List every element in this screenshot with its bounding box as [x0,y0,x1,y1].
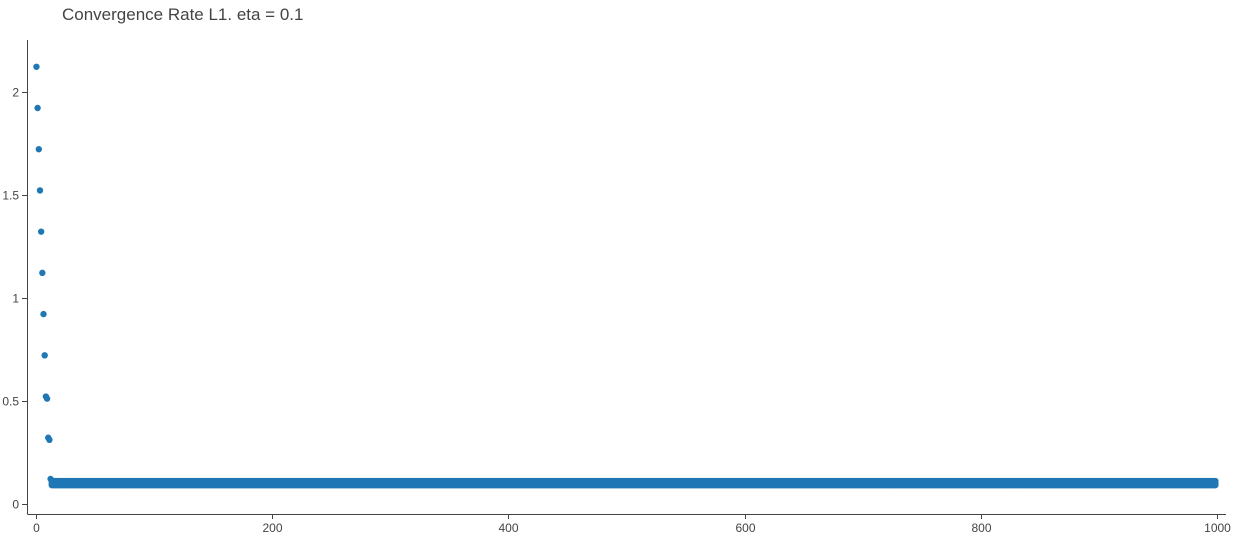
x-tick-label: 800 [971,521,991,535]
data-point [40,310,47,318]
data-point [35,146,42,153]
data-point [36,187,44,194]
y-tick-label: 2 [12,86,19,100]
y-tick-label: 0 [12,498,19,512]
y-tick-label: 0.5 [2,395,19,409]
x-tick-label: 600 [735,521,755,535]
x-axis-ticks: 0 200 400 600 800 1000 [33,514,1231,535]
marker-layer [33,63,1219,489]
data-point [34,104,41,112]
data-point [46,436,53,444]
data-point [37,228,45,235]
data-point [1212,481,1219,489]
x-tick-label: 400 [498,521,518,535]
chart-title: Convergence Rate L1. eta = 0.1 [62,5,303,24]
y-axis-ticks: 0 0.5 1 1.5 2 [2,86,27,512]
x-tick-label: 0 [33,521,40,535]
y-tick-label: 1.5 [2,189,19,203]
x-tick-label: 1000 [1204,521,1231,535]
x-tick-label: 200 [262,521,282,535]
data-point [41,352,48,359]
data-point [39,269,46,277]
data-point [33,63,40,70]
data-point [43,395,51,402]
y-tick-label: 1 [12,292,19,306]
